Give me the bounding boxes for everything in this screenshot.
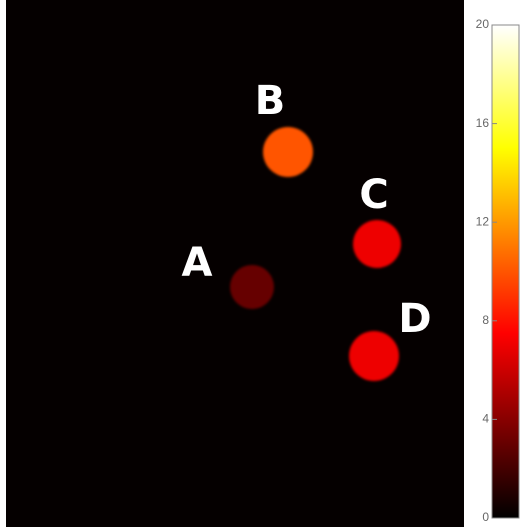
colorbar-tick-label: 8: [482, 313, 489, 327]
sample-label: A: [182, 240, 213, 286]
image-background: [6, 0, 464, 527]
colorbar-tick-label: 20: [476, 17, 490, 31]
colorbar-tick-label: 16: [476, 116, 490, 130]
colorbar-tick-label: 4: [482, 412, 489, 426]
sample-label: C: [359, 172, 388, 218]
colorbar-tick-label: 0: [482, 510, 489, 524]
sample-disc: [230, 265, 274, 309]
sample-label: B: [255, 78, 286, 124]
sample-disc: [353, 220, 401, 268]
sample-disc: [263, 127, 313, 177]
sample-disc: [349, 331, 399, 381]
sample-label: D: [398, 296, 431, 342]
colorbar: [491, 24, 520, 519]
colorbar-tick-label: 12: [476, 214, 490, 228]
